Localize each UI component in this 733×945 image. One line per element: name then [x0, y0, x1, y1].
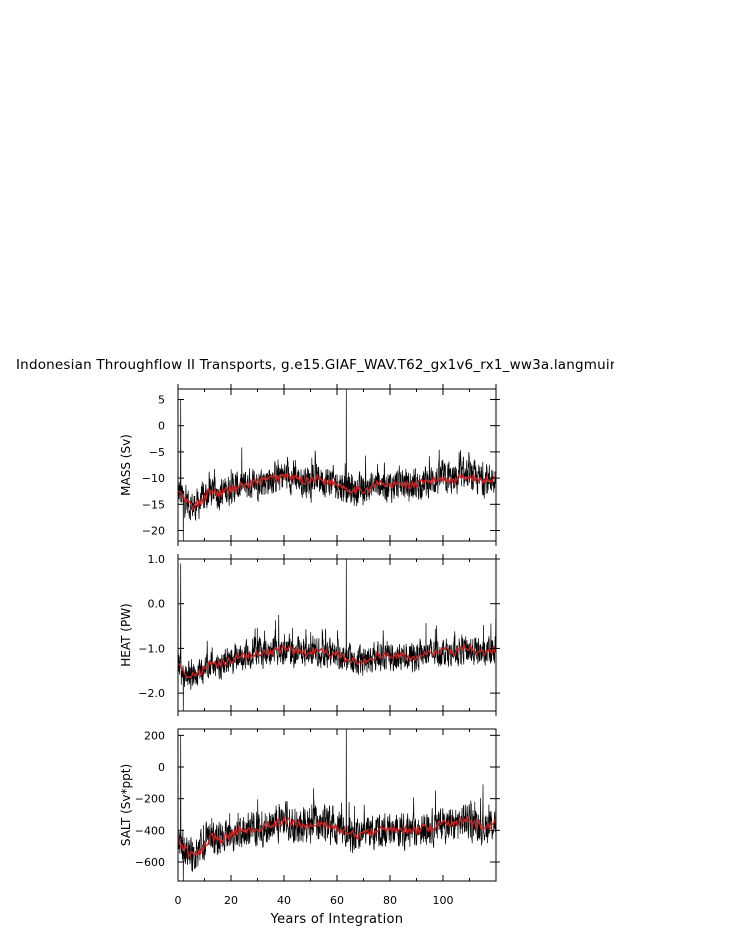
x-tick-label: 0: [175, 894, 182, 907]
y-tick-label: −1.0: [138, 642, 165, 655]
y-tick-label: −20: [142, 525, 165, 538]
series-annual-line: [177, 388, 497, 542]
y-tick-label: −15: [142, 498, 165, 511]
panel-frame: [177, 728, 497, 882]
x-axis-label: Years of Integration: [270, 912, 404, 927]
x-tick-label: 40: [277, 894, 291, 907]
series-annual-line: [177, 558, 497, 712]
y-tick-label: 0.0: [148, 598, 166, 611]
y-tick-label: −400: [135, 824, 165, 837]
y-tick-label: −10: [142, 472, 165, 485]
x-tick-label: 60: [330, 894, 344, 907]
y-tick-label: −600: [135, 856, 165, 869]
y-axis-label: SALT (Sv*ppt): [119, 764, 133, 846]
y-tick-label: 5: [158, 393, 165, 406]
panel-frame: [177, 558, 497, 712]
series-smoothed-line: [177, 642, 497, 679]
y-tick-label: −5: [149, 446, 165, 459]
y-axis-label: MASS (Sv): [119, 434, 133, 496]
x-tick-label: 20: [224, 894, 238, 907]
series-smoothed-line: [177, 815, 497, 860]
series-smoothed-line: [177, 471, 497, 512]
series-annual-line: [177, 728, 497, 882]
page-title: Indonesian Throughflow II Transports, g.…: [16, 357, 614, 373]
y-tick-label: 200: [144, 729, 165, 742]
x-tick-label: 100: [433, 894, 454, 907]
y-tick-label: −200: [135, 793, 165, 806]
y-tick-label: 0: [158, 761, 165, 774]
y-tick-label: −2.0: [138, 687, 165, 700]
x-tick-label: 80: [383, 894, 397, 907]
y-axis-label: HEAT (PW): [119, 603, 133, 667]
y-tick-label: 1.0: [148, 553, 166, 566]
y-tick-label: 0: [158, 420, 165, 433]
